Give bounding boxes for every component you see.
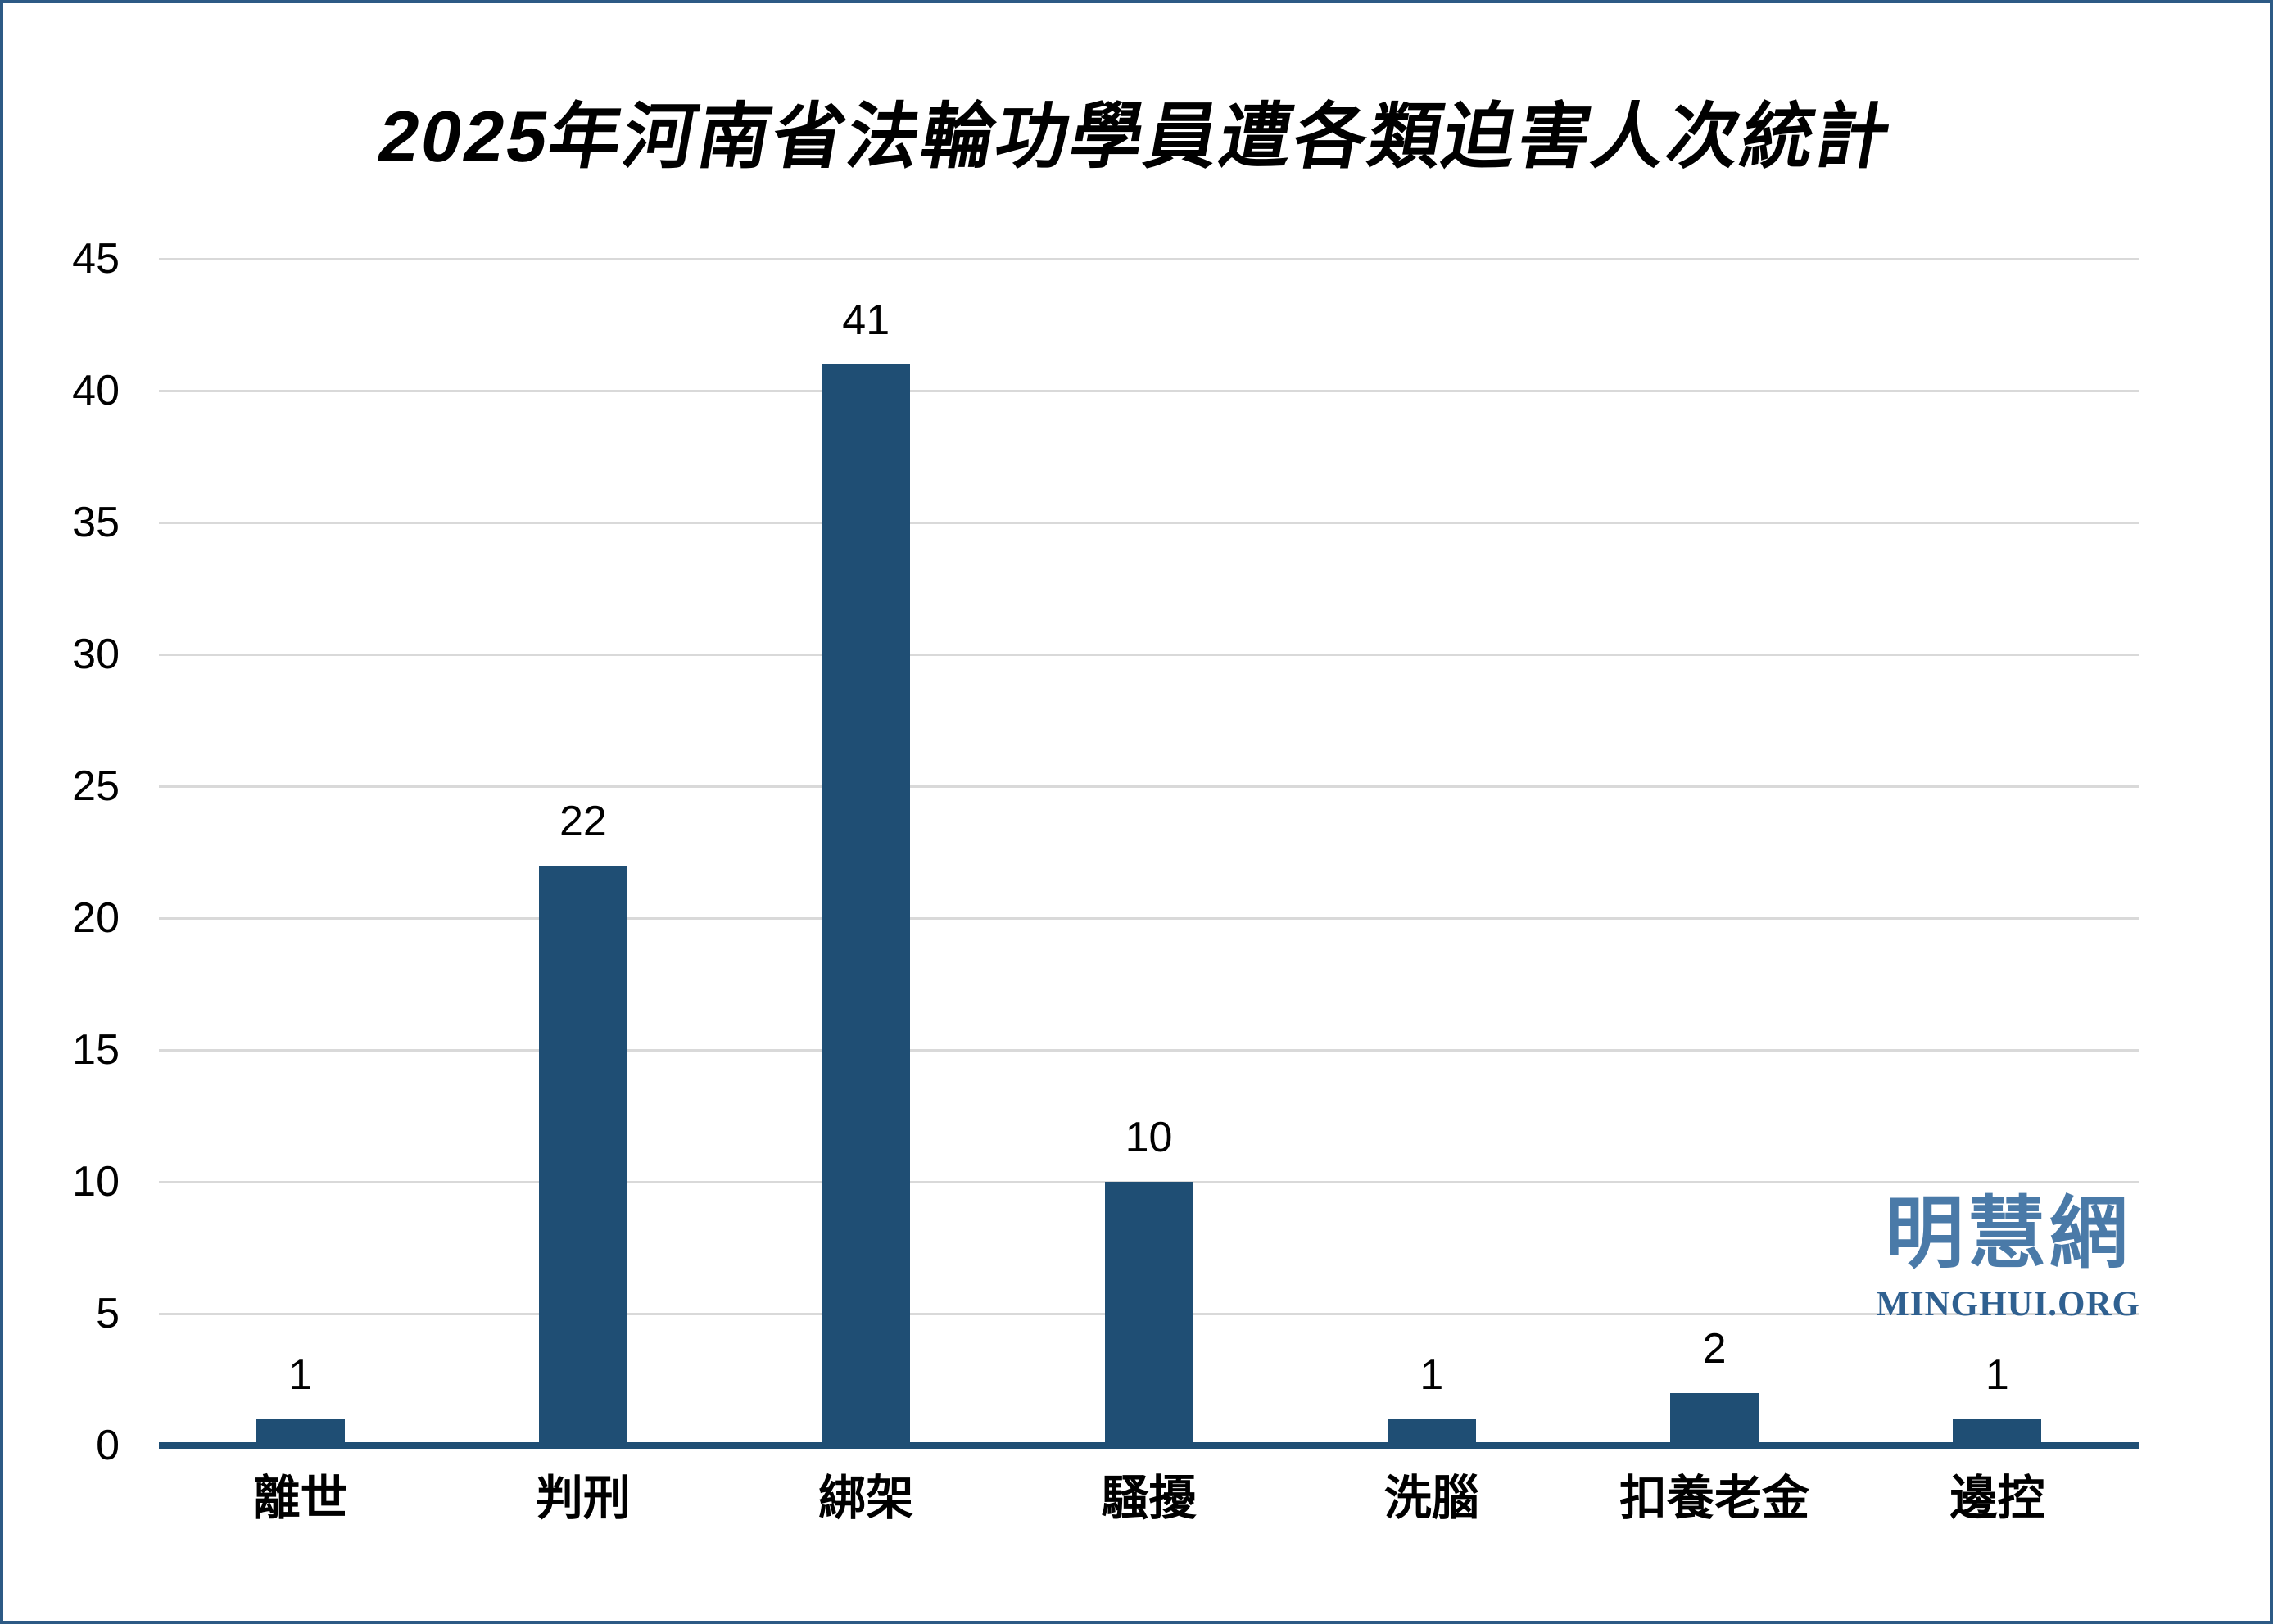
y-axis-label-30: 30 [72,631,120,678]
gridline-y-35 [159,521,2139,524]
category-label-邊控: 邊控 [1949,1472,2045,1525]
y-axis-label-0: 0 [96,1422,120,1469]
data-label-邊控: 1 [1985,1350,2009,1399]
bar-邊控 [1953,1418,2042,1445]
y-axis-label-5: 5 [96,1290,120,1337]
y-axis-label-25: 25 [72,762,120,810]
y-axis-label-35: 35 [72,499,120,546]
gridline-y-25 [159,785,2139,788]
gridline-y-20 [159,916,2139,920]
data-label-綁架: 41 [842,296,890,344]
category-label-綁架: 綁架 [818,1472,914,1525]
y-axis-label-45: 45 [72,235,120,283]
gridline-y-40 [159,389,2139,392]
data-label-離世: 1 [288,1350,313,1399]
category-label-離世: 離世 [252,1472,348,1525]
chart-title: 2025年河南省法輪功學員遭各類迫害人次統計 [372,96,1899,177]
y-axis-label-40: 40 [72,367,120,414]
gridline-y-30 [159,653,2139,656]
category-label-判刑: 判刑 [535,1472,631,1525]
category-label-洗腦: 洗腦 [1383,1472,1479,1525]
gridline-y-15 [159,1048,2139,1052]
data-label-判刑: 22 [559,797,607,845]
y-axis-label-10: 10 [72,1158,120,1206]
data-label-騷擾: 10 [1125,1114,1173,1161]
minghui-logo-url: MINGHUI.ORG [1876,1285,2140,1323]
category-label-扣養老金: 扣養老金 [1619,1472,1810,1525]
bar-判刑 [538,865,627,1445]
y-axis-label-20: 20 [72,894,120,942]
x-axis-line [159,1442,2139,1449]
data-label-扣養老金: 2 [1702,1324,1727,1373]
bar-綁架 [822,364,911,1445]
gridline-y-45 [159,257,2139,260]
plot-area: 0 5 10 15 20 25 30 35 40 45 1 22 41 10 1 2 1 離世 判刑 綁架 騷擾 洗腦… [72,237,2139,1522]
y-axis-label-15: 15 [72,1026,120,1074]
bar-洗腦 [1387,1418,1476,1445]
bar-扣養老金 [1670,1392,1759,1445]
data-label-洗腦: 1 [1419,1350,1444,1399]
minghui-logo-chinese: 明慧網 [1885,1190,2131,1278]
category-label-騷擾: 騷擾 [1101,1472,1197,1525]
bar-離世 [256,1418,345,1445]
minghui-watermark: 明慧網 MINGHUI.ORG [1876,1190,2140,1323]
bar-騷擾 [1104,1182,1193,1445]
